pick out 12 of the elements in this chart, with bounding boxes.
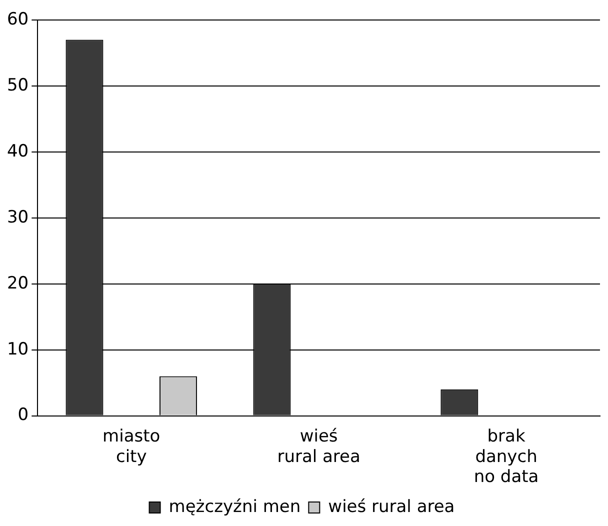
y-tick-label: 50: [6, 75, 29, 96]
y-tick-label: 60: [6, 9, 29, 30]
x-tick-label: wieś rural area: [277, 426, 360, 467]
legend-label: wieś rural area: [328, 496, 455, 517]
y-tick-label: 40: [6, 141, 29, 162]
y-tick-label: 20: [6, 273, 29, 294]
x-tick-label: miasto city: [102, 426, 160, 467]
x-tick-label: brak danych no data: [474, 426, 539, 488]
legend-label: mężczyźni men: [168, 496, 301, 517]
y-tick-label: 0: [18, 405, 29, 426]
y-tick-label: 10: [6, 339, 29, 360]
y-tick-label: 30: [6, 207, 29, 228]
